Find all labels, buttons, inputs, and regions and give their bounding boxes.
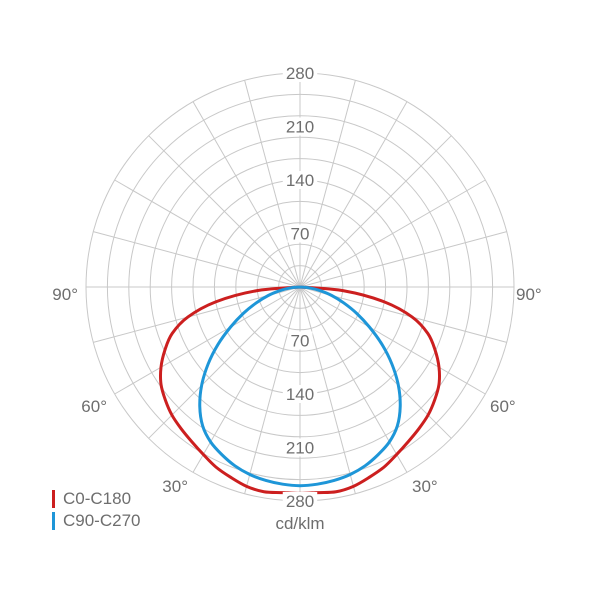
legend: C0-C180 C90-C270: [52, 488, 141, 532]
grid-spoke-330: [192, 101, 301, 288]
grid-spoke-285: [93, 231, 301, 288]
tick-label-top-70: 70: [291, 225, 310, 244]
angle-label-4: 60°: [490, 397, 516, 416]
tick-label-top-140: 140: [286, 171, 314, 190]
grid-spoke-315: [148, 135, 301, 288]
tick-label-bg-top-140: [282, 171, 318, 189]
series-curve-1: [198, 285, 402, 488]
angle-label-3: 90°: [516, 285, 542, 304]
legend-label-c90-c270: C90-C270: [63, 511, 141, 530]
tick-label-bottom-280: 280: [286, 492, 314, 511]
tick-label-bg-top-210: [282, 117, 318, 136]
grid-spoke-195: [244, 286, 301, 494]
legend-swatch-c0-c180: [52, 490, 55, 508]
tick-label-bottom-70: 70: [291, 332, 310, 351]
angle-label-2: 30°: [162, 477, 188, 496]
legend-item-c90-c270: C90-C270: [52, 510, 141, 532]
grid-spoke-225: [148, 286, 301, 439]
tick-label-bg-top-280: [282, 64, 318, 82]
tick-label-bottom-140: 140: [286, 385, 314, 404]
grid-spoke-75: [299, 231, 507, 288]
tick-label-bg-bottom-210: [282, 438, 318, 457]
tick-label-bg-bottom-140: [282, 385, 318, 403]
grid-spoke-30: [299, 101, 408, 288]
legend-item-c0-c180: C0-C180: [52, 488, 141, 510]
grid-spoke-135: [299, 286, 452, 439]
tick-label-top-280: 280: [286, 64, 314, 83]
grid-spoke-240: [114, 286, 301, 395]
grid-spoke-15: [299, 80, 356, 288]
tick-label-bg-top-70: [287, 224, 313, 243]
grid-spoke-345: [244, 80, 301, 288]
legend-swatch-c90-c270: [52, 512, 55, 530]
angle-label-1: 60°: [81, 397, 107, 416]
grid-spoke-165: [299, 286, 356, 494]
grid-spoke-120: [299, 286, 486, 395]
grid-spoke-60: [299, 179, 486, 288]
tick-label-top-210: 210: [286, 118, 314, 137]
tick-label-bottom-210: 210: [286, 439, 314, 458]
legend-label-c0-c180: C0-C180: [63, 489, 132, 508]
grid-spoke-300: [114, 179, 301, 288]
tick-label-bg-bottom-280: [282, 492, 318, 510]
angle-label-5: 30°: [412, 477, 438, 496]
polar-labels: 70 70 140 140 210 210 280 280 90° 60° 30° 90° 60° 30°: [52, 64, 542, 511]
tick-label-bg-bottom-70: [287, 331, 313, 350]
grid-spoke-45: [299, 135, 452, 288]
unit-label: cd/klm: [275, 514, 325, 533]
angle-label-0: 90°: [52, 285, 78, 304]
